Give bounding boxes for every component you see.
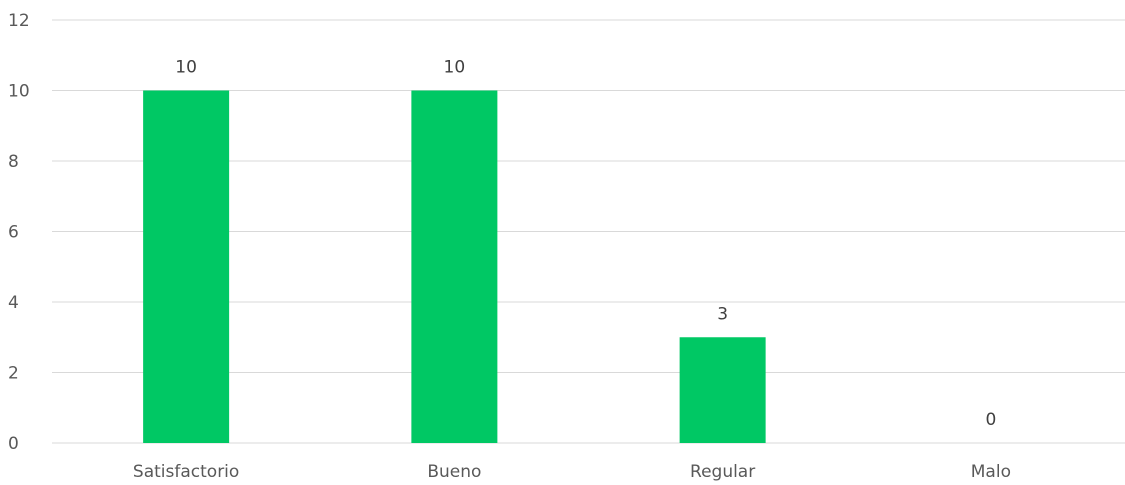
category-label: Malo [971, 462, 1011, 482]
category-labels: Satisfactorio Bueno Regular Malo [133, 462, 1011, 482]
bar-bueno [411, 90, 498, 443]
category-label: Bueno [427, 462, 481, 482]
data-labels: 10 10 3 0 [175, 58, 996, 431]
y-tick-label: 2 [8, 364, 19, 384]
y-tick-label: 4 [8, 293, 19, 313]
category-label: Satisfactorio [133, 462, 239, 482]
data-label: 10 [175, 58, 197, 78]
data-label: 3 [717, 304, 728, 324]
y-tick-label: 12 [8, 11, 30, 31]
data-label: 10 [444, 58, 466, 78]
y-tick-label: 6 [8, 223, 19, 243]
bars [143, 90, 766, 443]
y-tick-label: 10 [8, 82, 30, 102]
data-label: 0 [985, 410, 996, 430]
y-axis-ticks: 0 2 4 6 8 10 12 [8, 11, 30, 454]
category-label: Regular [690, 462, 755, 482]
bar-regular [679, 337, 766, 443]
gridlines [52, 19, 1125, 444]
bar-satisfactorio [143, 90, 230, 443]
y-tick-label: 8 [8, 152, 19, 172]
y-tick-label: 0 [8, 434, 19, 454]
